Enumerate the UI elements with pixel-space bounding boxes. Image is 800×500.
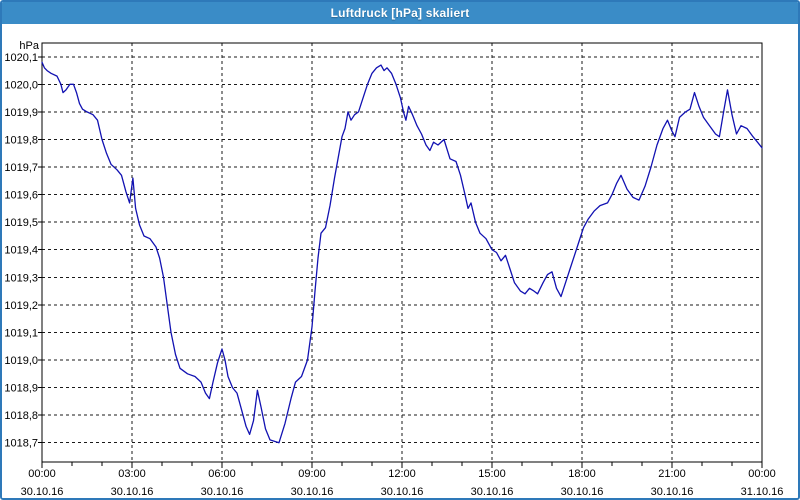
x-tick-date-label: 30.10.16: [21, 486, 64, 498]
y-tick-label: 1019,1: [4, 327, 38, 339]
x-tick-time-label: 00:00: [28, 468, 56, 480]
y-tick-label: 1019,3: [4, 272, 38, 284]
x-tick-date-label: 30.10.16: [651, 486, 694, 498]
x-tick-time-label: 21:00: [658, 468, 686, 480]
x-tick-date-label: 31.10.16: [741, 486, 784, 498]
x-tick-date-label: 30.10.16: [561, 486, 604, 498]
x-tick-date-label: 30.10.16: [111, 486, 154, 498]
y-tick-label: 1019,0: [4, 355, 38, 367]
x-tick-time-label: 18:00: [568, 468, 596, 480]
x-tick-date-label: 30.10.16: [471, 486, 514, 498]
x-tick-time-label: 12:00: [388, 468, 416, 480]
y-tick-label: 1020,1: [4, 52, 38, 64]
y-tick-label: 1019,6: [4, 190, 38, 202]
x-tick-time-label: 03:00: [118, 468, 146, 480]
x-tick-time-label: 15:00: [478, 468, 506, 480]
window-title: Luftdruck [hPa] skaliert: [330, 6, 470, 20]
y-tick-label: 1019,7: [4, 162, 38, 174]
pressure-chart: 1020,1 1020,0 1019,9 1019,8 1019,7 1019,6 1019…: [4, 40, 784, 498]
titlebar[interactable]: Luftdruck [hPa] skaliert: [2, 2, 798, 24]
x-tick-time-label: 09:00: [298, 468, 326, 480]
y-tick-label: 1019,4: [4, 245, 38, 257]
plot-frame: [41, 42, 763, 463]
x-tick-date-label: 30.10.16: [201, 486, 244, 498]
y-tick-label: 1019,2: [4, 300, 38, 312]
y-tick-label: 1019,9: [4, 107, 38, 119]
pressure-line: [41, 61, 763, 444]
x-tick-time-label: 00:00: [748, 468, 776, 480]
y-tick-label: 1019,8: [4, 134, 38, 146]
x-tick-date-label: 30.10.16: [291, 486, 334, 498]
y-tick-label: 1020,0: [4, 79, 38, 91]
y-tick-label: 1018,9: [4, 383, 38, 395]
x-tick-time-label: 06:00: [208, 468, 236, 480]
y-tick-label: 1018,8: [4, 410, 38, 422]
y-tick-label: 1019,5: [4, 217, 38, 229]
y-axis-unit-label: hPa: [19, 40, 39, 52]
y-tick-label: 1018,7: [4, 438, 38, 450]
chart-area: 1020,1 1020,0 1019,9 1019,8 1019,7 1019,6 1019…: [2, 24, 798, 498]
x-tick-date-label: 30.10.16: [381, 486, 424, 498]
